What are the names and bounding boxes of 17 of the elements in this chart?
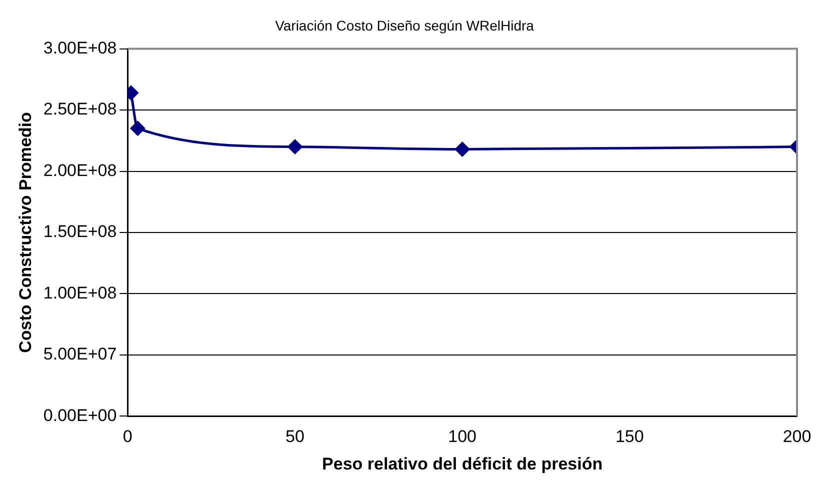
y-axis-title: Costo Constructivo Promedio [16,112,35,353]
x-tick-label: 150 [615,427,644,446]
x-tick-label: 0 [122,427,132,446]
point [288,140,302,154]
y-tick-label: 5.00E+07 [43,344,117,364]
x-tick-label: 200 [782,427,812,446]
y-tick-label: 2.50E+08 [43,100,117,119]
x-tick-label: 100 [448,427,477,446]
y-tick-label: 1.50E+08 [43,222,117,242]
y-tick-label: 2.00E+08 [43,160,117,180]
chart-title: Variación Costo Diseño según WRelHidra [275,17,534,34]
point [455,142,470,156]
y-tick-label: 0.00E+00 [43,406,117,425]
x-tick-label: 50 [286,427,304,446]
x-axis-title: Peso relativo del déficit de presión [322,454,603,474]
y-tick-label: 1.00E+08 [43,283,117,302]
y-tick-label: 3.00E+08 [43,38,117,58]
